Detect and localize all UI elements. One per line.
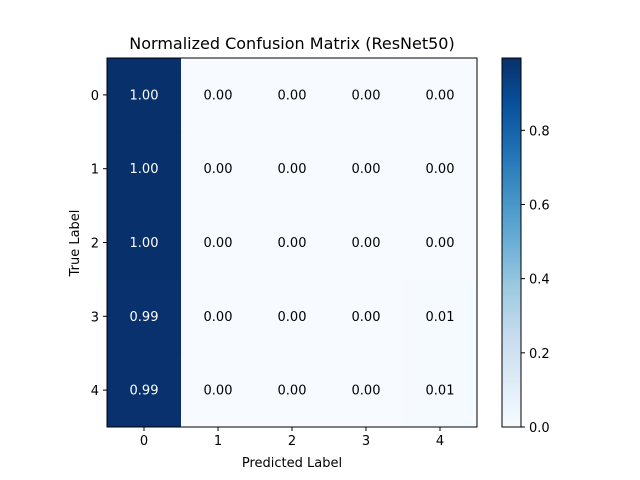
x-axis-label: Predicted Label xyxy=(242,456,342,471)
heatmap-cell xyxy=(181,58,256,133)
cell-value-label: 0.99 xyxy=(130,384,159,399)
cell-value-label: 0.00 xyxy=(352,236,381,251)
heatmap-cell xyxy=(107,279,182,354)
colorbar-tick-label: 0.0 xyxy=(529,421,550,436)
heatmap-cells xyxy=(107,58,478,428)
x-axis-ticks: 0 1 2 3 4 xyxy=(140,427,444,449)
x-tick-label: 2 xyxy=(288,434,296,449)
y-tick-label: 4 xyxy=(91,384,99,399)
x-tick-label: 1 xyxy=(214,434,222,449)
heatmap-cell xyxy=(181,205,256,280)
heatmap-cell xyxy=(255,205,330,280)
heatmap-cell xyxy=(107,58,182,133)
cell-value-label: 0.00 xyxy=(278,384,307,399)
colorbar xyxy=(501,57,522,428)
heatmap-cell xyxy=(255,353,330,428)
cell-value-label: 0.00 xyxy=(204,310,233,325)
heatmap-cell xyxy=(403,353,478,428)
cell-value-label: 0.00 xyxy=(278,236,307,251)
heatmap-cell xyxy=(181,353,256,428)
x-tick-label: 4 xyxy=(436,434,444,449)
colorbar-tick-label: 0.2 xyxy=(529,347,550,362)
heatmap-cell xyxy=(403,131,478,207)
cell-value-label: 0.01 xyxy=(426,384,455,399)
cell-value-label: 0.00 xyxy=(352,88,381,103)
cell-value-label: 0.00 xyxy=(204,88,233,103)
cell-value-label: 0.00 xyxy=(204,236,233,251)
heatmap-cell xyxy=(329,205,404,280)
heatmap-cell xyxy=(329,131,404,207)
cell-value-label: 1.00 xyxy=(130,236,159,251)
cell-value-label: 0.00 xyxy=(352,384,381,399)
cell-value-label: 0.01 xyxy=(426,310,455,325)
y-axis-label: True Label xyxy=(68,210,83,278)
heatmap-cell xyxy=(255,58,330,133)
heatmap-cell xyxy=(403,58,478,133)
cell-value-label: 0.00 xyxy=(278,88,307,103)
cell-value-label: 0.00 xyxy=(204,384,233,399)
y-tick-label: 2 xyxy=(91,237,99,252)
cell-value-label: 0.00 xyxy=(426,236,455,251)
heatmap-cell xyxy=(329,353,404,428)
cell-value-label: 0.00 xyxy=(278,162,307,177)
cell-value-label: 0.00 xyxy=(352,310,381,325)
heatmap-cell-labels: 1.00 0.00 0.00 0.00 0.00 1.00 0.00 0.00 0.00 0.00… xyxy=(130,88,455,398)
y-tick-label: 0 xyxy=(91,89,99,104)
colorbar-tick-label: 0.4 xyxy=(529,273,550,288)
heatmap-cell xyxy=(107,205,182,280)
heatmap-cell xyxy=(255,131,330,207)
cell-value-label: 1.00 xyxy=(130,162,159,177)
heatmap-cell xyxy=(403,279,478,354)
cell-value-label: 0.00 xyxy=(352,162,381,177)
cell-value-label: 0.99 xyxy=(130,310,159,325)
y-tick-label: 3 xyxy=(91,310,99,325)
x-tick-label: 0 xyxy=(140,434,148,449)
colorbar-tick-label: 0.8 xyxy=(529,124,550,139)
chart-title: Normalized Confusion Matrix (ResNet50) xyxy=(129,34,454,53)
heatmap-cell xyxy=(403,205,478,280)
heatmap-cell xyxy=(107,131,182,207)
y-axis-ticks: 0 1 2 3 4 xyxy=(91,89,107,399)
cell-value-label: 0.00 xyxy=(426,88,455,103)
colorbar-tick-label: 0.6 xyxy=(529,198,550,213)
heatmap-cell xyxy=(255,279,330,354)
cell-value-label: 0.00 xyxy=(204,162,233,177)
heatmap-cell xyxy=(181,131,256,207)
cell-value-label: 1.00 xyxy=(130,88,159,103)
heatmap-cell xyxy=(107,353,182,428)
heatmap-cell xyxy=(329,279,404,354)
heatmap-cell xyxy=(329,58,404,133)
y-tick-label: 1 xyxy=(91,163,99,178)
cell-value-label: 0.00 xyxy=(278,310,307,325)
cell-value-label: 0.00 xyxy=(426,162,455,177)
heatmap-cell xyxy=(181,279,256,354)
colorbar-ticks: 0.0 0.2 0.4 0.6 0.8 xyxy=(521,124,550,436)
x-tick-label: 3 xyxy=(362,434,370,449)
